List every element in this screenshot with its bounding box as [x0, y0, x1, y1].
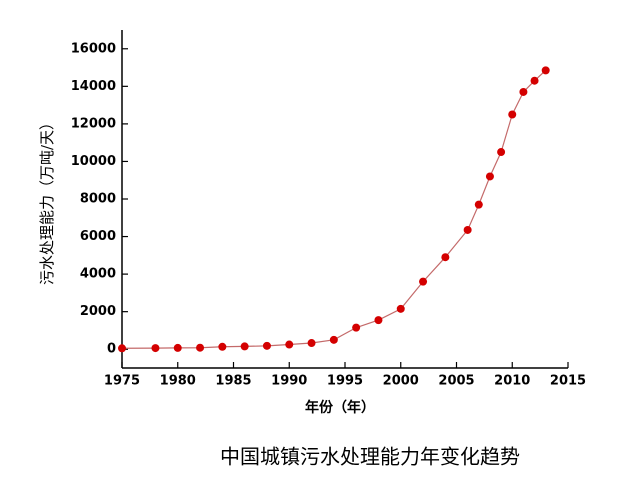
point — [352, 323, 361, 332]
y-axis-label: 污水处理能力（万吨/天） — [38, 115, 56, 285]
point — [285, 340, 294, 349]
x-tick-label: 1990 — [271, 374, 307, 389]
y-tick-label: 6000 — [80, 229, 116, 244]
x-tick-label: 1980 — [160, 374, 196, 389]
x-tick-label: 2015 — [550, 374, 586, 389]
x-tick-label: 1975 — [104, 374, 140, 389]
x-tick-label: 2010 — [494, 374, 530, 389]
x-tick-label: 1985 — [215, 374, 251, 389]
point — [519, 87, 528, 96]
point — [262, 341, 271, 350]
y-tick-label: 0 — [107, 342, 116, 357]
x-tick-label: 2005 — [438, 374, 474, 389]
point — [530, 76, 539, 85]
series-line — [121, 69, 547, 349]
point — [151, 344, 160, 353]
y-tick-label: 4000 — [80, 267, 116, 282]
point — [497, 148, 506, 157]
y-tick-label: 2000 — [80, 304, 116, 319]
point — [329, 335, 338, 344]
point — [419, 277, 428, 286]
point — [541, 66, 550, 75]
x-tick-label: 2000 — [383, 374, 419, 389]
point — [374, 316, 383, 325]
y-tick-label: 12000 — [71, 116, 116, 131]
point — [240, 342, 249, 351]
y-tick-label: 16000 — [71, 41, 116, 56]
point — [441, 253, 450, 262]
y-tick-label: 14000 — [71, 79, 116, 94]
point — [307, 339, 316, 348]
point — [396, 304, 405, 313]
point — [474, 200, 483, 209]
point — [218, 342, 227, 351]
chart-title: 中国城镇污水处理能力年变化趋势 — [220, 445, 520, 469]
point — [463, 225, 472, 234]
x-axis-label: 年份（年） — [305, 399, 375, 416]
x-tick-label: 1995 — [327, 374, 363, 389]
y-tick-label: 8000 — [80, 192, 116, 207]
point — [508, 110, 517, 119]
y-tick-label: 10000 — [71, 154, 116, 169]
point — [118, 344, 126, 353]
point — [485, 172, 494, 181]
point — [173, 343, 182, 352]
point — [196, 343, 205, 352]
